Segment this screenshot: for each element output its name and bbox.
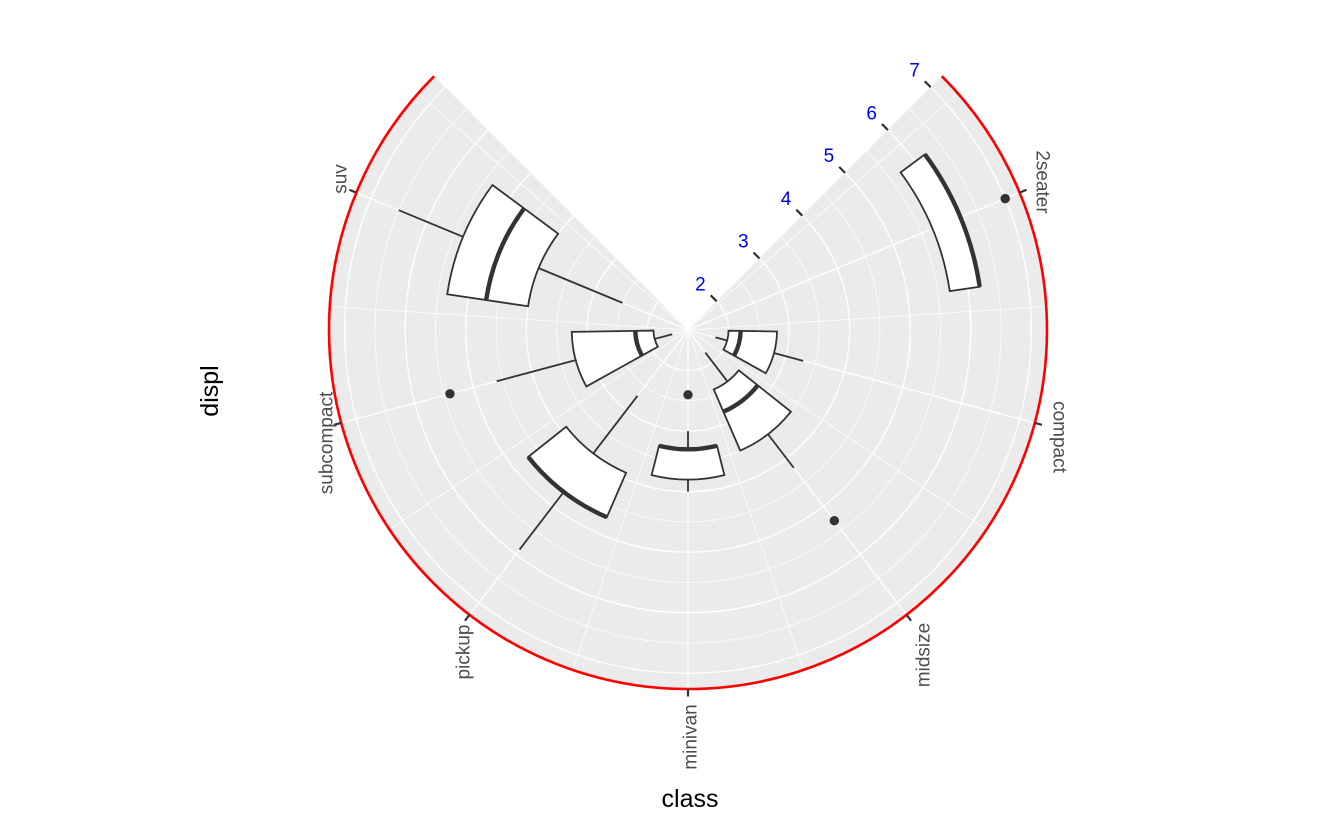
category-label-compact: compact: [1049, 401, 1070, 474]
r-axis-label-5: 5: [824, 146, 835, 167]
category-tick-compact: [1034, 421, 1043, 426]
outlier-dot-2seater: [1000, 193, 1010, 204]
whisker-low-pickup: [592, 395, 639, 455]
grid-major-spoke: [687, 192, 1020, 331]
outlier-dot-minivan: [683, 390, 693, 400]
grid-minor-spoke: [687, 329, 987, 530]
r-axis-label-7: 7: [909, 60, 920, 81]
whisker-high-subcompact: [496, 359, 576, 383]
whisker-high-midsize: [767, 433, 795, 469]
x-axis-title: class: [662, 785, 719, 813]
box-compact: [722, 329, 778, 375]
median-pickup: [526, 455, 608, 520]
grid-minor-spoke: [687, 306, 1047, 331]
category-label-minivan: minivan: [681, 704, 702, 769]
r-axis-tick-3: [752, 251, 761, 260]
category-label-2seater: 2seater: [1032, 150, 1053, 214]
grid-minor-spoke: [389, 329, 689, 530]
r-axis-label-2: 2: [695, 275, 706, 296]
category-tick-subcompact: [333, 421, 342, 426]
whisker-low-suv: [538, 267, 623, 304]
grid-minor-spoke: [329, 306, 689, 331]
outlier-dot-subcompact: [445, 389, 455, 399]
y-axis-title: displ: [196, 365, 224, 416]
whisker-low-midsize: [704, 352, 729, 382]
category-label-midsize: midsize: [914, 623, 935, 687]
category-tick-midsize: [905, 614, 912, 622]
grid-minor-spoke: [687, 329, 804, 671]
r-axis-tick-7: [923, 80, 932, 89]
grid-minor-spoke: [687, 93, 959, 331]
category-label-subcompact: subcompact: [317, 391, 338, 494]
median-subcompact: [633, 330, 644, 357]
whisker-high-compact: [773, 352, 804, 362]
box-midsize: [712, 369, 793, 452]
r-axis-label-6: 6: [866, 103, 877, 124]
median-suv: [483, 207, 526, 301]
median-minivan: [658, 443, 718, 452]
category-tick-suv: [348, 188, 357, 194]
r-axis-tick-5: [838, 166, 846, 174]
median-midsize: [722, 383, 760, 414]
grid-minor-spoke: [417, 93, 689, 331]
median-2seater: [923, 153, 982, 288]
category-label-pickup: pickup: [454, 625, 475, 680]
category-tick-pickup: [464, 614, 471, 622]
chart-render-root: 2 3 4 5 6 7 2seater compact midsize minivan pickup…: [317, 60, 1070, 769]
outlier-dot-midsize: [829, 516, 840, 526]
r-axis-tick-4: [795, 208, 804, 217]
r-axis-tick-2: [709, 294, 718, 303]
whisker-high-pickup: [518, 491, 565, 551]
r-axis-label-4: 4: [781, 189, 792, 210]
median-compact: [732, 330, 743, 357]
grid-minor-spoke: [572, 329, 689, 671]
r-axis-tick-6: [881, 123, 889, 131]
whisker-low-compact: [715, 336, 728, 342]
r-axis-label-3: 3: [738, 232, 749, 253]
category-label-suv: suv: [331, 164, 352, 194]
whisker-low-subcompact: [654, 333, 673, 340]
whisker-high-suv: [398, 209, 464, 238]
category-tick-2seater: [1019, 188, 1028, 194]
